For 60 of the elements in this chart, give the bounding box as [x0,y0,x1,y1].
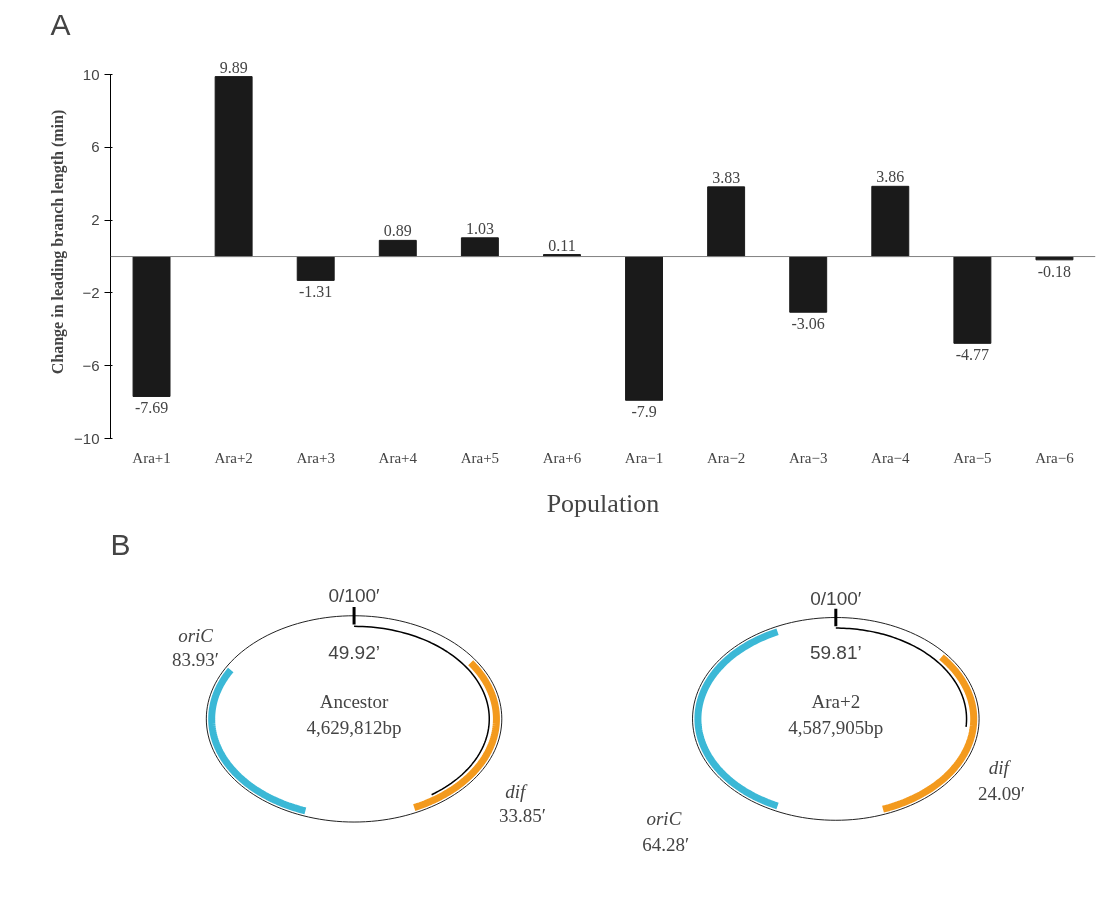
data-label: 0.11 [548,236,576,254]
x-tick-label: Ara−5 [953,449,992,466]
x-tick-label: Ara+3 [296,449,335,466]
text: oriC [646,808,682,830]
text: oriC [178,624,214,646]
text: Ancestor [319,690,390,712]
text: 4,587,905bp [788,717,884,739]
text: 59.81’ [809,642,862,664]
data-label: 0.89 [383,222,412,240]
data-label: 1.03 [465,219,494,237]
data-label: -1.31 [299,283,333,301]
x-tick-label: Ara+1 [132,449,171,466]
bar [707,186,746,258]
bar [214,76,253,258]
text: 24.09′ [978,783,1025,805]
text: 4,629,812bp [306,717,402,739]
text: 49.92’ [328,642,380,664]
y-axis-title: Change in leading branch length (min) [49,109,68,375]
text: 0/100′ [328,584,381,606]
x-axis-title: Population [546,488,660,518]
bar [953,256,992,344]
y-tick-label: 2 [91,211,100,229]
bar [132,256,171,397]
bar [296,256,335,281]
x-tick-label: Ara−1 [624,449,664,466]
text: Ara+2 [811,690,861,712]
data-label: 3.86 [876,168,905,186]
bar [871,185,910,258]
text: dif [505,780,528,802]
x-tick-label: Ara−3 [788,449,828,466]
bar [789,256,828,313]
data-label: -4.77 [955,346,990,364]
text: B [110,527,131,561]
bar [460,237,499,258]
text: 33.85′ [498,805,546,827]
y-tick-label: −10 [74,429,100,447]
data-label: 3.83 [712,168,741,186]
text: 83.93′ [172,649,220,671]
text: dif [988,756,1012,778]
text: 0/100′ [810,587,862,609]
data-label: -7.9 [631,403,657,421]
data-label: -3.06 [791,315,825,333]
x-tick-label: Ara+4 [378,449,418,466]
chart-title: A [50,7,71,41]
bar [378,239,417,258]
x-tick-label: Ara−2 [706,449,746,466]
data-label: -0.18 [1037,262,1072,280]
y-tick-label: 10 [82,65,100,83]
text: 64.28′ [642,834,690,856]
x-tick-label: Ara+5 [460,449,500,466]
y-tick-label: −2 [82,283,100,301]
data-label: 9.89 [219,58,248,76]
y-tick-label: 6 [91,138,100,156]
x-tick-label: Ara−4 [871,449,911,466]
x-tick-label: Ara+6 [542,449,582,466]
y-tick-label: −6 [82,356,100,374]
x-tick-label: Ara+2 [214,449,253,466]
x-tick-label: Ara−6 [1035,449,1075,466]
bar [625,256,664,401]
data-label: -7.69 [134,399,169,417]
